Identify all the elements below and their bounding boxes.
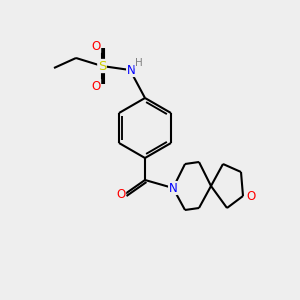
Text: N: N: [169, 182, 177, 194]
Text: O: O: [92, 80, 100, 92]
Text: O: O: [92, 40, 100, 52]
Text: H: H: [135, 58, 143, 68]
Text: O: O: [116, 188, 126, 202]
Text: O: O: [246, 190, 256, 202]
Text: N: N: [127, 64, 135, 76]
Text: S: S: [98, 59, 106, 73]
